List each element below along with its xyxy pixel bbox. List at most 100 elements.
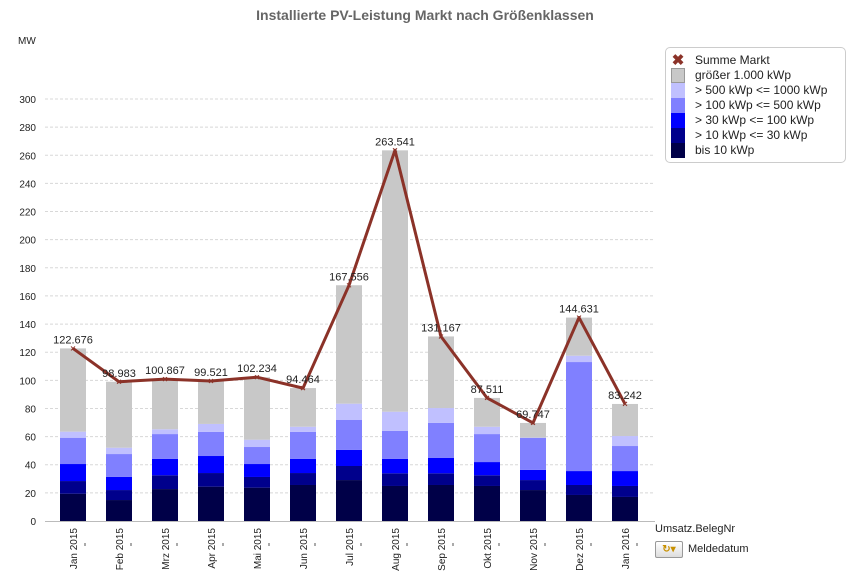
x-tick-label: Jun 2015 <box>299 528 310 570</box>
bar-segment-1 <box>106 490 132 501</box>
x-tick-label: Dez 2015 <box>575 528 586 571</box>
y-tick-label: 60 <box>25 433 37 444</box>
bar-segment-2 <box>474 462 500 476</box>
bar-segment-0 <box>336 480 362 521</box>
data-label: 69.747 <box>516 409 550 421</box>
legend-label: bis 10 kWp <box>695 143 755 157</box>
bar-segment-4 <box>428 408 454 423</box>
bar-segment-4 <box>612 436 638 447</box>
data-label: 100.867 <box>145 365 185 377</box>
bar-segment-3 <box>60 437 86 465</box>
x-tick-label: Feb 2015 <box>115 528 126 571</box>
line-point-marker <box>484 395 490 401</box>
line-point-marker <box>70 346 76 351</box>
bar-segment-1 <box>152 475 178 490</box>
bar-segment-2 <box>152 458 178 476</box>
bar-segment-3 <box>198 431 224 457</box>
bar-segment-4 <box>474 426 500 435</box>
y-tick-label: 40 <box>25 461 37 472</box>
bar-segment-0 <box>474 485 500 521</box>
bar-segment-2 <box>428 457 454 474</box>
bar-segment-4 <box>152 429 178 435</box>
bar-segment-5 <box>198 381 224 424</box>
data-label: 122.676 <box>53 334 93 346</box>
data-label: 263.541 <box>375 136 415 148</box>
bar-segment-2 <box>382 458 408 474</box>
x-tick-label: Apr 2015 <box>207 528 218 569</box>
bar-segment-4 <box>244 439 270 448</box>
x-tick-label: Jul 2015 <box>345 528 356 566</box>
x-tick-label: Jan 2016 <box>621 528 632 570</box>
bar-segment-5 <box>244 377 270 440</box>
line-point-marker <box>530 420 536 426</box>
bar-segment-0 <box>566 494 592 521</box>
y-tick-label: 260 <box>19 151 36 162</box>
bar-segment-0 <box>428 484 454 521</box>
legend-label: Summe Markt <box>695 53 770 67</box>
legend-swatch <box>671 113 685 128</box>
bar-segment-3 <box>244 447 270 465</box>
bar-segment-1 <box>474 475 500 486</box>
x-tick-label: Sep 2015 <box>437 528 448 571</box>
x-tick-label: Okt 2015 <box>483 528 494 569</box>
y-tick-label: 200 <box>19 236 36 247</box>
bar-segment-4 <box>336 403 362 421</box>
bar-segment-1 <box>198 473 224 487</box>
bar-segment-3 <box>474 434 500 463</box>
bar-segment-0 <box>198 486 224 521</box>
y-tick-label: 160 <box>19 292 36 303</box>
bar-segment-0 <box>106 500 132 521</box>
line-point-marker <box>254 374 260 380</box>
bar-segment-3 <box>520 438 546 470</box>
line-point-marker <box>346 282 352 288</box>
data-label: 99.521 <box>194 367 228 379</box>
legend-swatch <box>671 68 685 83</box>
line-point-marker <box>208 378 214 384</box>
bar-segment-2 <box>244 464 270 477</box>
bar-segment-3 <box>612 446 638 472</box>
bar-segment-5 <box>106 381 132 448</box>
bar-segment-4 <box>290 426 316 432</box>
line-point-marker <box>162 376 168 382</box>
bar-segment-1 <box>244 476 270 488</box>
bar-segment-0 <box>382 485 408 521</box>
bar-segment-5 <box>520 422 546 438</box>
bar-segment-0 <box>244 487 270 521</box>
bar-segment-1 <box>566 484 592 495</box>
bar-segment-2 <box>198 456 224 474</box>
group-dimension-label: Meldedatum <box>688 543 749 555</box>
data-label: 94.464 <box>286 374 320 386</box>
y-tick-label: 120 <box>19 348 36 359</box>
bar-segment-4 <box>566 355 592 363</box>
bar-segment-1 <box>428 473 454 485</box>
bar-segment-5 <box>60 348 86 432</box>
bar-segment-2 <box>290 458 316 474</box>
bar-segment-5 <box>152 379 178 430</box>
data-label: 102.234 <box>237 363 277 375</box>
bar-segment-2 <box>612 471 638 486</box>
legend: ✖ Summe Markt größer 1.000 kWp > 500 kWp… <box>665 47 846 163</box>
bar-segment-3 <box>566 362 592 472</box>
legend-label: > 500 kWp <= 1000 kWp <box>695 83 828 97</box>
y-tick-label: 140 <box>19 320 36 331</box>
bar-segment-3 <box>336 420 362 450</box>
bar-segment-1 <box>60 481 86 494</box>
y-tick-label: 80 <box>25 404 37 415</box>
x-tick-label: Mai 2015 <box>253 528 264 570</box>
y-axis-unit: MW <box>18 36 36 47</box>
bar-segment-3 <box>382 430 408 459</box>
bar-segment-4 <box>106 447 132 455</box>
line-point-marker <box>622 401 628 407</box>
bar-segment-2 <box>520 469 546 481</box>
y-tick-label: 280 <box>19 123 36 134</box>
bar-segment-4 <box>198 423 224 432</box>
bar-segment-3 <box>106 454 132 477</box>
bar-segment-0 <box>152 489 178 521</box>
x-tick-label: Aug 2015 <box>391 528 402 571</box>
data-label: 98.983 <box>102 368 136 380</box>
y-tick-label: 100 <box>19 376 36 387</box>
line-point-marker <box>576 315 582 320</box>
chart-title: Installierte PV-Leistung Markt nach Größ… <box>256 7 594 23</box>
cycle-dropdown-button[interactable]: ↻▾ <box>655 541 683 558</box>
